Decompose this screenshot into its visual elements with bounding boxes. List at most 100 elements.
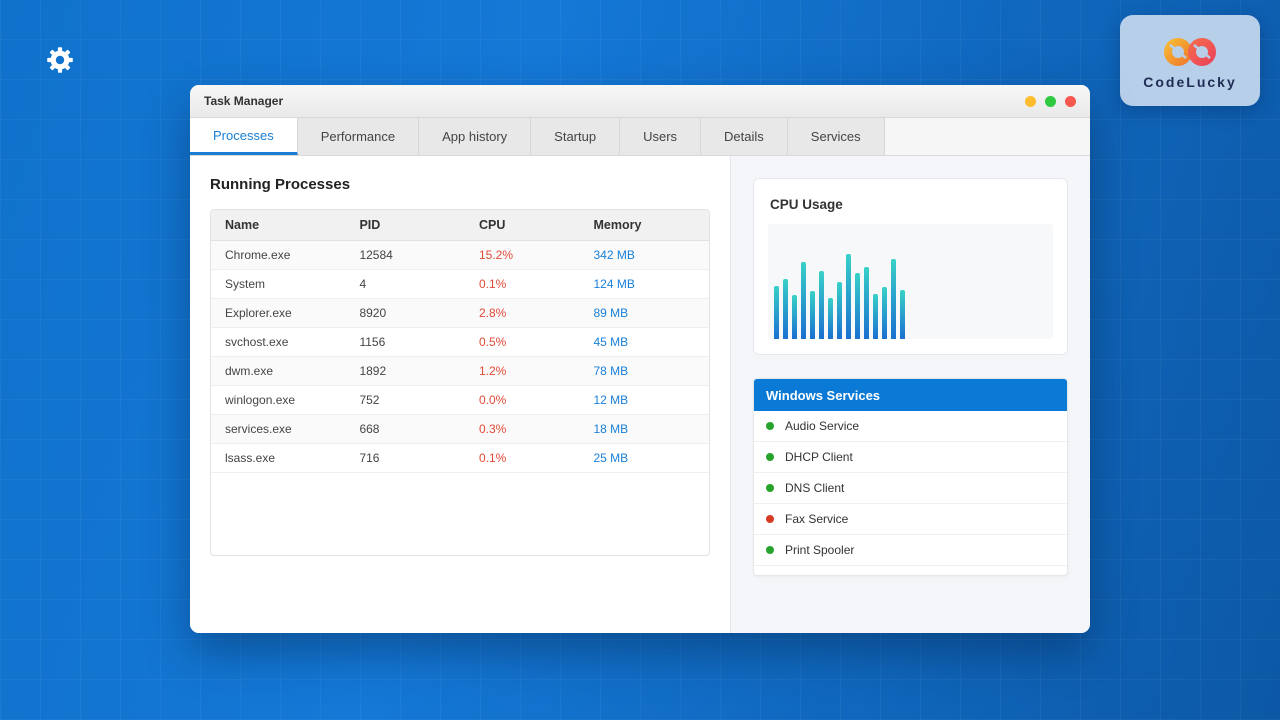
tab-startup[interactable]: Startup — [531, 118, 621, 155]
cell-name: svchost.exe — [211, 327, 346, 357]
table-row[interactable]: lsass.exe 716 0.1% 25 MB — [211, 443, 709, 473]
cell-mem: 89 MB — [579, 298, 709, 328]
service-name: Audio Service — [785, 419, 860, 433]
column-header-pid[interactable]: PID — [345, 210, 465, 241]
cell-pid: 668 — [345, 414, 465, 444]
tab-processes[interactable]: Processes — [190, 118, 298, 155]
cell-name: lsass.exe — [211, 443, 346, 473]
process-table: Name PID CPU Memory Chrome.exe 12584 15.2% 342… — [211, 210, 709, 473]
cell-mem: 25 MB — [579, 443, 709, 473]
table-header-row: Name PID CPU Memory — [211, 210, 709, 241]
cell-pid: 1892 — [345, 356, 465, 386]
table-row[interactable]: Chrome.exe 12584 15.2% 342 MB — [211, 240, 709, 270]
column-header-memory[interactable]: Memory — [579, 210, 709, 241]
table-row[interactable]: services.exe 668 0.3% 18 MB — [211, 414, 709, 444]
cell-mem: 342 MB — [579, 240, 709, 270]
cell-mem: 45 MB — [579, 327, 709, 357]
window-control-light[interactable] — [1045, 95, 1056, 107]
service-name: DHCP Client — [785, 450, 853, 464]
cell-cpu: 0.1% — [464, 269, 580, 299]
cell-cpu: 1.2% — [464, 356, 580, 386]
cell-cpu: 0.3% — [464, 414, 580, 444]
service-item-print-spooler[interactable]: Print Spooler — [754, 535, 1067, 566]
service-item-dns-client[interactable]: DNS Client — [754, 473, 1067, 504]
cpu-bar — [801, 261, 806, 339]
cell-mem: 124 MB — [579, 269, 709, 299]
table-row[interactable]: System 4 0.1% 124 MB — [211, 269, 709, 299]
table-row[interactable]: winlogon.exe 752 0.0% 12 MB — [211, 385, 709, 415]
services-footer — [754, 566, 1067, 575]
window-control-light[interactable] — [1025, 95, 1036, 107]
service-item-dhcp-client[interactable]: DHCP Client — [754, 442, 1067, 473]
cpu-bar — [873, 294, 878, 339]
table-body: Chrome.exe 12584 15.2% 342 MB System 4 0.1% 124… — [211, 240, 709, 473]
cell-pid: 752 — [345, 385, 465, 415]
cpu-bar — [783, 279, 788, 339]
cell-pid: 12584 — [345, 240, 465, 270]
cpu-bar — [774, 286, 779, 339]
cell-mem: 78 MB — [579, 356, 709, 386]
cell-mem: 12 MB — [579, 385, 709, 415]
cpu-bar — [792, 295, 797, 339]
service-status-dot — [766, 484, 774, 492]
cell-cpu: 0.1% — [464, 443, 580, 473]
cpu-bar — [819, 271, 824, 339]
cpu-bar — [828, 297, 833, 339]
cell-pid: 716 — [345, 443, 465, 473]
cell-cpu: 15.2% — [464, 240, 580, 270]
cpu-bar — [846, 253, 851, 339]
service-status-dot — [766, 546, 774, 554]
windows-services-card: Windows Services Audio Service DHCP Clien… — [753, 378, 1068, 576]
cpu-usage-title: CPU Usage — [770, 197, 843, 212]
table-row[interactable]: svchost.exe 1156 0.5% 45 MB — [211, 327, 709, 357]
tab-users[interactable]: Users — [620, 118, 702, 155]
tab-app-history[interactable]: App history — [419, 118, 532, 155]
column-header-name[interactable]: Name — [211, 210, 346, 241]
window-content: Running Processes Name PID CPU Memory Chrom… — [190, 156, 1090, 633]
cell-name: Chrome.exe — [211, 240, 346, 270]
column-header-cpu[interactable]: CPU — [464, 210, 580, 241]
service-status-dot — [766, 515, 774, 523]
processes-pane: Running Processes Name PID CPU Memory Chrom… — [190, 156, 730, 633]
cpu-bar — [837, 281, 842, 339]
cpu-bar — [900, 289, 905, 339]
gear-icon — [47, 47, 73, 73]
cpu-bar — [891, 258, 896, 339]
service-name: Print Spooler — [785, 543, 855, 557]
service-name: Fax Service — [785, 512, 849, 526]
settings-gear-icon[interactable] — [44, 44, 76, 76]
cell-cpu: 2.8% — [464, 298, 580, 328]
tab-details[interactable]: Details — [701, 118, 788, 155]
tab-services[interactable]: Services — [787, 118, 885, 155]
cell-name: Explorer.exe — [211, 298, 346, 328]
tab-performance[interactable]: Performance — [297, 118, 420, 155]
title-bar[interactable]: Task Manager — [190, 85, 1090, 118]
cell-cpu: 0.0% — [464, 385, 580, 415]
services-list: Audio Service DHCP Client DNS Client Fax Se… — [754, 411, 1067, 566]
task-manager-window: Task Manager Processes Performance App his… — [190, 85, 1090, 633]
infinity-icon — [1164, 37, 1216, 66]
service-item-fax-service[interactable]: Fax Service — [754, 504, 1067, 535]
window-control-light[interactable] — [1065, 95, 1076, 107]
table-row[interactable]: Explorer.exe 8920 2.8% 89 MB — [211, 298, 709, 328]
cell-pid: 1156 — [345, 327, 465, 357]
cell-name: dwm.exe — [211, 356, 346, 386]
side-panel: CPU Usage Windows Services Audio Service… — [730, 156, 1090, 633]
service-status-dot — [766, 453, 774, 461]
cell-name: System — [211, 269, 346, 299]
tab-bar: Processes Performance App history Startup Us… — [190, 118, 1090, 156]
cell-cpu: 0.5% — [464, 327, 580, 357]
service-status-dot — [766, 422, 774, 430]
service-name: DNS Client — [785, 481, 845, 495]
cell-pid: 4 — [345, 269, 465, 299]
service-item-audio-service[interactable]: Audio Service — [754, 411, 1067, 442]
cpu-usage-card: CPU Usage — [753, 178, 1068, 355]
window-controls — [1025, 95, 1076, 107]
cpu-bar — [810, 290, 815, 339]
table-row[interactable]: dwm.exe 1892 1.2% 78 MB — [211, 356, 709, 386]
process-table-container: Name PID CPU Memory Chrome.exe 12584 15.2% 342… — [210, 209, 710, 556]
window-title: Task Manager — [204, 94, 284, 108]
services-header: Windows Services — [754, 379, 1067, 411]
cpu-bar — [855, 273, 860, 339]
cell-name: winlogon.exe — [211, 385, 346, 415]
